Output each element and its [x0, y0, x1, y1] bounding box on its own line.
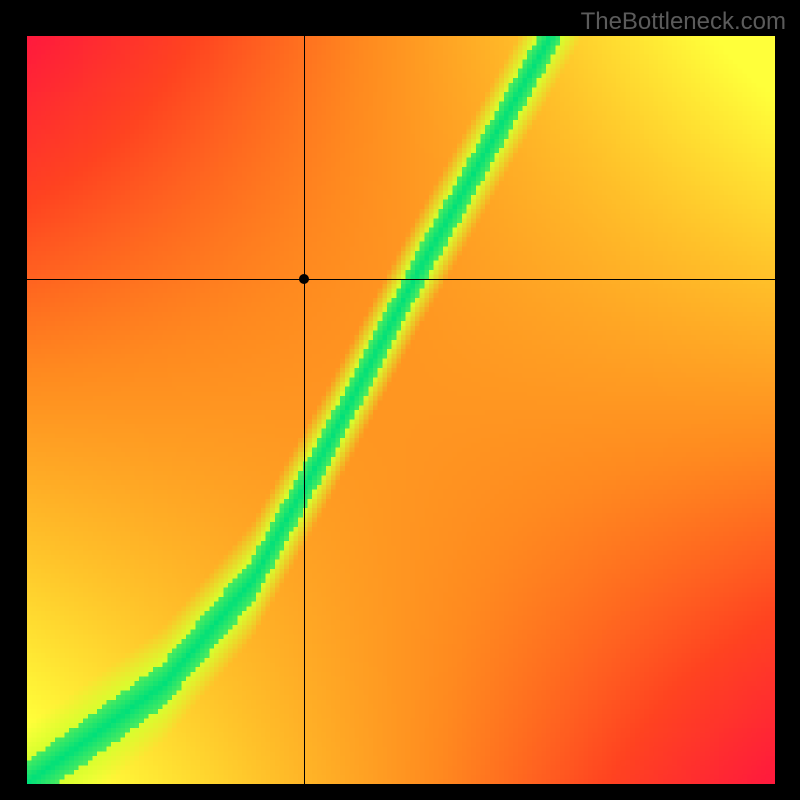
crosshair-vertical	[304, 36, 305, 784]
chart-container: { "watermark": { "text": "TheBottleneck.…	[0, 0, 800, 800]
heatmap-plot	[27, 36, 775, 784]
crosshair-marker	[299, 274, 309, 284]
crosshair-horizontal	[27, 279, 775, 280]
heatmap-canvas	[27, 36, 775, 784]
watermark-text: TheBottleneck.com	[581, 8, 786, 36]
